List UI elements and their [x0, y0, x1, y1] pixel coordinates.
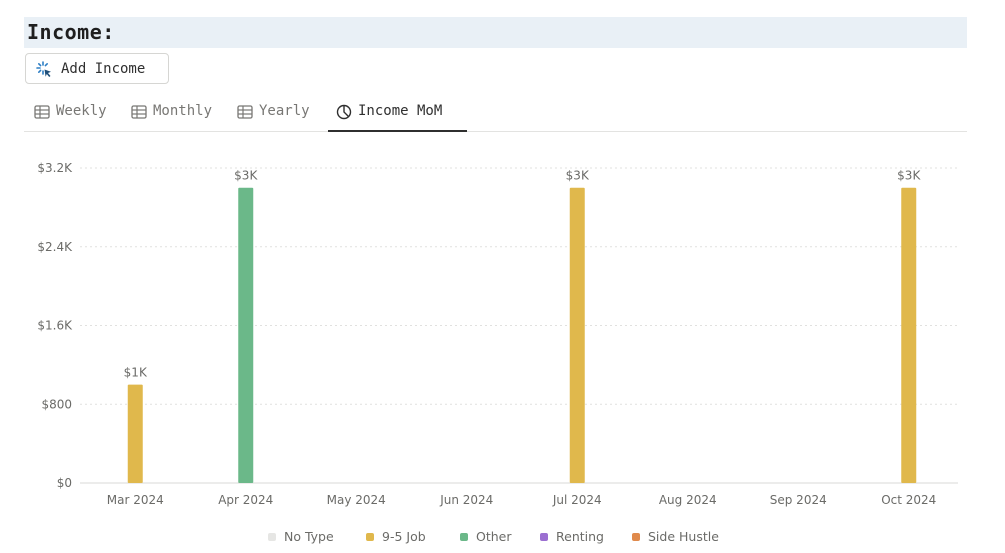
y-tick-label: $2.4K [37, 240, 73, 254]
table-icon [237, 105, 253, 119]
tab-yearly-label: Yearly [259, 103, 310, 119]
income-chart: $0 $800 $1.6K $2.4K $3.2K Mar 2024 Apr 2024 May… [37, 161, 958, 507]
bar [901, 187, 917, 483]
legend-label: No Type [284, 529, 334, 544]
view-tabs: Weekly Monthly Yearly Income MoM [24, 97, 967, 132]
y-tick-label: $1.6K [37, 319, 73, 333]
table-icon [131, 105, 147, 119]
tab-monthly-label: Monthly [153, 103, 213, 119]
x-tick-label: Oct 2024 [881, 493, 936, 507]
legend-swatch [366, 533, 374, 541]
x-tick-label: Jul 2024 [552, 493, 602, 507]
data-label: $3K [566, 169, 590, 183]
legend-label: Side Hustle [648, 529, 719, 544]
legend-swatch [632, 533, 640, 541]
legend-label: Other [476, 529, 512, 544]
page-title: Income: [27, 20, 115, 44]
legend-swatch [268, 533, 276, 541]
x-tick-label: Sep 2024 [770, 493, 827, 507]
tab-income-mom-label: Income MoM [358, 103, 443, 119]
tab-weekly-label: Weekly [56, 103, 107, 119]
data-label: $1K [124, 366, 148, 380]
x-tick-label: Apr 2024 [218, 493, 273, 507]
y-tick-label: $800 [41, 397, 72, 411]
data-label: $3K [234, 169, 258, 183]
y-tick-label: $0 [57, 476, 72, 490]
x-tick-label: May 2024 [327, 493, 386, 507]
legend-label: Renting [556, 529, 604, 544]
add-income-button[interactable]: Add Income [25, 53, 169, 84]
x-tick-label: Aug 2024 [659, 493, 717, 507]
legend-label: 9-5 Job [382, 529, 426, 544]
bar [569, 187, 585, 483]
legend-swatch [460, 533, 468, 541]
x-tick-label: Mar 2024 [107, 493, 164, 507]
add-income-label: Add Income [61, 61, 146, 77]
bar [238, 187, 254, 483]
tab-income-mom[interactable]: Income MoM [328, 97, 467, 132]
sparkle-cursor-icon [36, 61, 51, 77]
y-tick-label: $3.2K [37, 161, 73, 175]
legend-swatch [540, 533, 548, 541]
table-icon [34, 105, 50, 119]
bar [127, 384, 143, 483]
pie-chart-icon [336, 104, 352, 120]
data-label: $3K [897, 169, 921, 183]
x-tick-label: Jun 2024 [439, 493, 493, 507]
page-header: Income: [24, 17, 967, 48]
